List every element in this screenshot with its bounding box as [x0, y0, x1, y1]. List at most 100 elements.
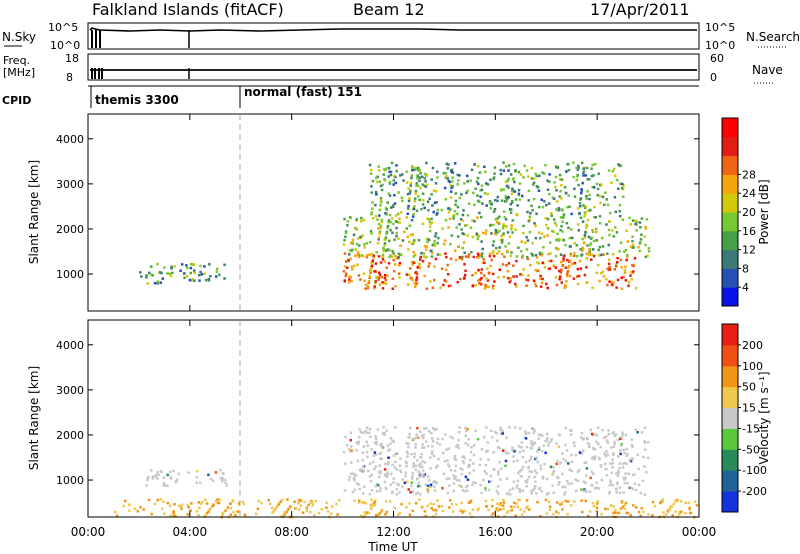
- heatmap-cell: [583, 241, 586, 244]
- heatmap-cell: [424, 248, 428, 251]
- heatmap-cell: [392, 179, 395, 182]
- heatmap-cell: [351, 490, 355, 494]
- heatmap-cell: [405, 480, 409, 484]
- velocity-x-tickmarks: [87, 320, 700, 517]
- heatmap-cell: [577, 274, 581, 278]
- heatmap-cell: [472, 469, 476, 472]
- heatmap-cell: [557, 433, 561, 436]
- heatmap-cell: [503, 224, 507, 228]
- heatmap-cell: [407, 442, 411, 446]
- heatmap-cell: [387, 462, 390, 466]
- heatmap-cell: [430, 217, 433, 221]
- heatmap-cell: [168, 272, 171, 276]
- heatmap-cell: [454, 199, 458, 203]
- heatmap-cell: [434, 182, 438, 185]
- power-ylabel: Slant Range [km]: [27, 160, 41, 264]
- heatmap-cell: [536, 450, 539, 453]
- heatmap-cell: [405, 465, 408, 468]
- heatmap-cell: [226, 506, 229, 509]
- heatmap-cell: [581, 220, 585, 223]
- heatmap-cell: [458, 196, 462, 200]
- heatmap-cell: [414, 283, 417, 286]
- heatmap-cell: [356, 459, 360, 463]
- heatmap-cell: [360, 514, 363, 517]
- heatmap-cell: [431, 204, 434, 207]
- heatmap-cell: [454, 458, 458, 461]
- heatmap-cell: [517, 471, 520, 475]
- heatmap-cell: [483, 261, 486, 265]
- heatmap-cell: [609, 446, 613, 449]
- heatmap-cell: [566, 274, 569, 278]
- heatmap-cell: [390, 217, 394, 220]
- heatmap-cell: [398, 464, 402, 467]
- heatmap-cell: [631, 457, 634, 460]
- heatmap-cell: [416, 491, 419, 494]
- heatmap-cell: [193, 269, 196, 272]
- heatmap-cell: [224, 481, 227, 485]
- heatmap-cell: [419, 186, 422, 190]
- heatmap-cell: [423, 245, 427, 248]
- heatmap-cell: [427, 209, 430, 212]
- heatmap-cell: [478, 211, 481, 215]
- heatmap-cell: [635, 506, 638, 509]
- heatmap-cell: [371, 201, 374, 204]
- heatmap-cell: [431, 286, 435, 289]
- heatmap-cell: [633, 482, 637, 486]
- heatmap-cell: [378, 283, 382, 286]
- heatmap-cell: [619, 507, 623, 510]
- heatmap-cell: [378, 214, 381, 217]
- heatmap-cell: [492, 451, 496, 454]
- nsearch-tick-top: 10^5: [705, 21, 735, 34]
- heatmap-cell: [622, 275, 625, 279]
- heatmap-cell: [625, 511, 628, 515]
- heatmap-cell: [348, 253, 351, 256]
- heatmap-cell: [198, 506, 201, 510]
- heatmap-cell: [449, 469, 453, 472]
- heatmap-cell: [460, 501, 463, 505]
- heatmap-cell: [629, 270, 633, 274]
- heatmap-cell: [490, 258, 493, 262]
- heatmap-cell: [605, 450, 608, 453]
- heatmap-cell: [424, 180, 427, 183]
- heatmap-cell: [200, 272, 204, 276]
- heatmap-cell: [488, 480, 491, 483]
- heatmap-cell: [351, 238, 355, 242]
- heatmap-cell: [582, 449, 585, 452]
- heatmap-cell: [381, 253, 385, 257]
- heatmap-cell: [599, 464, 603, 467]
- heatmap-cell: [606, 267, 609, 271]
- heatmap-cell: [482, 435, 486, 439]
- heatmap-cell: [525, 499, 529, 502]
- heatmap-cell: [594, 230, 598, 234]
- heatmap-cell: [477, 268, 480, 272]
- heatmap-cell: [622, 491, 625, 494]
- heatmap-cell: [515, 255, 519, 258]
- heatmap-cell: [530, 447, 534, 450]
- heatmap-cell: [589, 242, 593, 245]
- heatmap-cell: [405, 506, 408, 509]
- heatmap-cell: [236, 510, 239, 513]
- heatmap-cell: [268, 502, 272, 506]
- heatmap-cell: [529, 263, 532, 267]
- colorbar-swatch: [722, 287, 738, 307]
- heatmap-cell: [356, 442, 360, 446]
- heatmap-cell: [410, 260, 414, 264]
- heatmap-cell: [344, 230, 348, 233]
- heatmap-cell: [560, 208, 564, 211]
- heatmap-cell: [474, 481, 477, 485]
- heatmap-cell: [530, 490, 533, 493]
- heatmap-cell: [401, 239, 405, 242]
- heatmap-cell: [574, 453, 578, 457]
- heatmap-cell: [432, 515, 435, 518]
- heatmap-cell: [530, 252, 533, 256]
- heatmap-cell: [420, 506, 424, 509]
- heatmap-cell: [498, 447, 501, 450]
- heatmap-cell: [438, 443, 442, 446]
- heatmap-cell: [623, 478, 626, 481]
- colorbar-swatch: [722, 193, 738, 213]
- heatmap-cell: [364, 287, 367, 290]
- heatmap-cell: [620, 287, 624, 290]
- heatmap-cell: [270, 506, 274, 509]
- heatmap-cell: [395, 468, 399, 471]
- heatmap-cell: [415, 278, 418, 282]
